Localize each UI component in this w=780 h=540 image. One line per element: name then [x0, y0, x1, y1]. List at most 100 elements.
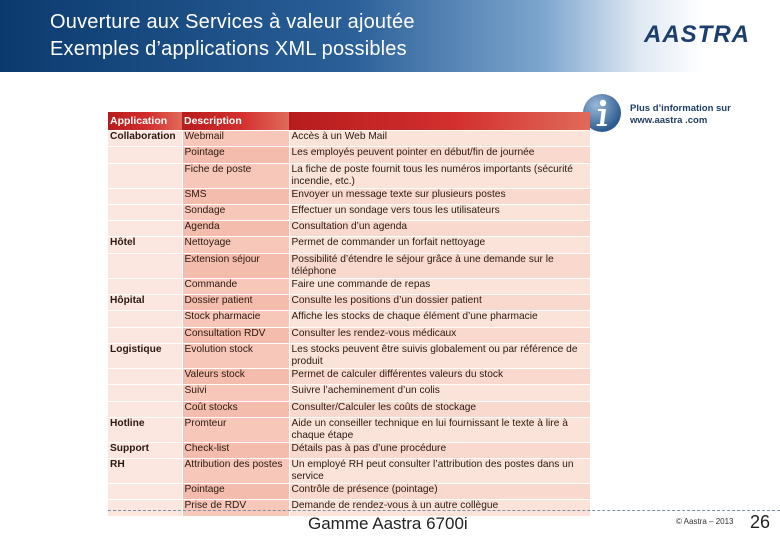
category-cell: RH: [108, 458, 182, 484]
category-cell: [108, 146, 182, 164]
description-cell: Permet de commander un forfait nettoyage: [288, 236, 590, 254]
table-row: Hôtel Nettoyage Permet de commander un for…: [108, 236, 590, 254]
application-cell: Check-list: [181, 441, 289, 459]
description-cell: Accès à un Web Mail: [288, 129, 590, 147]
description-cell: Envoyer un message texte sur plusieurs p…: [288, 187, 590, 205]
application-cell: SMS: [181, 187, 289, 205]
application-cell: Dossier patient: [181, 294, 289, 311]
table-row: Pointage Les employés peuvent pointer en …: [108, 146, 590, 164]
application-cell: Stock pharmacie: [181, 310, 289, 328]
table-row: Pointage Contrôle de présence (pointage): [108, 483, 590, 500]
page-title-line2: Exemples d’applications XML possibles: [50, 38, 407, 60]
category-cell: [108, 277, 182, 295]
description-cell: Consulte les positions d’un dossier pati…: [288, 294, 590, 311]
applications-table: Application Description Collaboration Web…: [108, 112, 590, 516]
category-cell: [108, 252, 182, 279]
description-cell: Suivre l’acheminement d’un colis: [288, 384, 590, 402]
application-cell: Nettoyage: [181, 236, 289, 254]
column-header-detail: [289, 112, 590, 131]
application-cell: Commande: [181, 277, 289, 295]
description-cell: Aide un conseiller technique en lui four…: [288, 416, 590, 443]
description-cell: Les employés peuvent pointer en début/fi…: [288, 146, 590, 164]
category-cell: Support: [108, 441, 182, 459]
footer-copyright: © Aastra – 2013: [676, 517, 734, 526]
description-cell: Les stocks peuvent être suivis globaleme…: [288, 342, 590, 369]
footer-divider: [108, 510, 780, 511]
category-cell: Hôpital: [108, 294, 182, 311]
table-row: Collaboration Webmail Accès à un Web Mail: [108, 129, 590, 147]
application-cell: Consultation RDV: [181, 326, 289, 344]
svg-text:AASTRA: AASTRA: [643, 21, 750, 48]
application-cell: Pointage: [181, 146, 289, 164]
category-cell: [108, 384, 182, 402]
application-cell: Coût stocks: [181, 400, 289, 418]
description-cell: Effectuer un sondage vers tous les utili…: [288, 203, 590, 221]
table-row: Support Check-list Détails pas à pas d’une…: [108, 441, 590, 459]
category-cell: [108, 203, 182, 221]
aastra-logo: AASTRA: [643, 21, 750, 48]
table-row: Extension séjour Possibilité d’étendre le…: [108, 252, 590, 279]
category-cell: [108, 499, 182, 516]
description-cell: Possibilité d’étendre le séjour grâce à …: [288, 252, 590, 279]
table-row: Consultation RDV Consulter les rendez-vou…: [108, 326, 590, 344]
table-row: RH Attribution des postes Un employé RH pe…: [108, 458, 590, 484]
description-cell: Permet de calculer différentes valeurs d…: [288, 367, 590, 385]
description-cell: Un employé RH peut consulter l’attributi…: [288, 458, 590, 484]
category-cell: Hotline: [108, 416, 182, 443]
table-header-row: Application Description: [108, 112, 590, 131]
category-cell: [108, 400, 182, 418]
footer-product: Gamme Aastra 6700i: [308, 514, 468, 533]
description-cell: Demande de rendez-vous à un autre collèg…: [288, 499, 590, 516]
page-number: 26: [750, 512, 771, 532]
application-cell: Webmail: [181, 129, 289, 147]
info-link[interactable]: www.aastra .com: [630, 115, 708, 126]
table-row: Commande Faire une commande de repas: [108, 277, 590, 295]
table-row: Agenda Consultation d’un agenda: [108, 220, 590, 237]
category-cell: Logistique: [108, 342, 182, 369]
table-row: Fiche de poste La fiche de poste fournit …: [108, 162, 590, 189]
application-cell: Extension séjour: [181, 252, 289, 279]
category-cell: [108, 326, 182, 344]
description-cell: Consultation d’un agenda: [288, 220, 590, 237]
category-cell: [108, 367, 182, 385]
application-cell: Suivi: [181, 384, 289, 402]
category-cell: [108, 162, 182, 189]
application-cell: Agenda: [181, 220, 289, 237]
application-cell: Fiche de poste: [181, 162, 289, 189]
table-row: Hôpital Dossier patient Consulte les posit…: [108, 294, 590, 311]
info-note: Plus d’information sur www.aastra .com: [630, 103, 731, 127]
application-cell: Attribution des postes: [181, 458, 289, 484]
application-cell: Prise de RDV: [181, 499, 289, 516]
category-cell: Collaboration: [108, 129, 182, 147]
description-cell: Consulter les rendez-vous médicaux: [288, 326, 590, 344]
column-header-application: Application: [108, 112, 182, 131]
description-cell: Affiche les stocks de chaque élément d’u…: [288, 310, 590, 328]
application-cell: Evolution stock: [181, 342, 289, 369]
application-cell: Promteur: [181, 416, 289, 443]
application-cell: Valeurs stock: [181, 367, 289, 385]
column-header-description: Description: [182, 112, 289, 131]
category-cell: [108, 483, 182, 500]
table-row: Suivi Suivre l’acheminement d’un colis: [108, 384, 590, 402]
table-row: Logistique Evolution stock Les stocks peuv…: [108, 342, 590, 369]
table-row: SMS Envoyer un message texte sur plusieur…: [108, 187, 590, 205]
table-row: Hotline Promteur Aide un conseiller techni…: [108, 416, 590, 443]
application-cell: Sondage: [181, 203, 289, 221]
table-row: Prise de RDV Demande de rendez-vous à un …: [108, 499, 590, 516]
info-icon: [583, 94, 621, 132]
category-cell: [108, 310, 182, 328]
category-cell: [108, 220, 182, 237]
table-row: Stock pharmacie Affiche les stocks de cha…: [108, 310, 590, 328]
description-cell: Détails pas à pas d’une procédure: [288, 441, 590, 459]
page-title-line1: Ouverture aux Services à valeur ajoutée: [50, 11, 415, 33]
description-cell: Consulter/Calculer les coûts de stockage: [288, 400, 590, 418]
category-cell: [108, 187, 182, 205]
application-cell: Pointage: [181, 483, 289, 500]
table-row: Coût stocks Consulter/Calculer les coûts …: [108, 400, 590, 418]
info-line1: Plus d’information sur: [630, 103, 731, 114]
table-row: Sondage Effectuer un sondage vers tous le…: [108, 203, 590, 221]
description-cell: Contrôle de présence (pointage): [288, 483, 590, 500]
category-cell: Hôtel: [108, 236, 182, 254]
table-row: Valeurs stock Permet de calculer différen…: [108, 367, 590, 385]
description-cell: Faire une commande de repas: [288, 277, 590, 295]
